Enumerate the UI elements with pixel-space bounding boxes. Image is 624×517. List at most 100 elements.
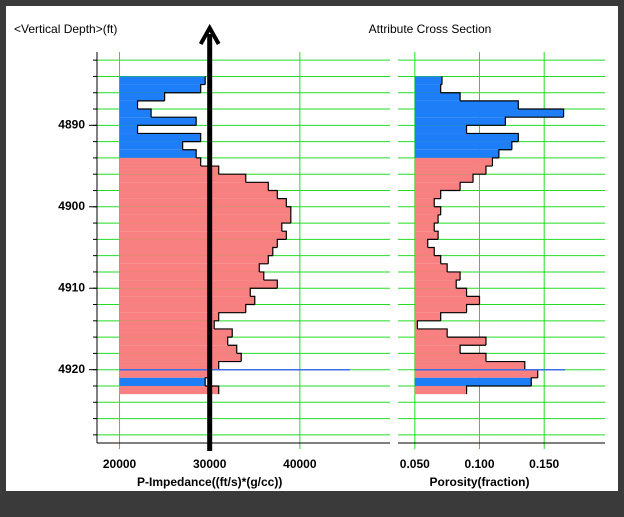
log-fill	[414, 100, 519, 110]
log-curve	[151, 116, 197, 126]
log-fill	[119, 174, 246, 183]
log-curve	[455, 279, 461, 289]
plot-background	[6, 6, 618, 491]
log-curve	[440, 83, 442, 93]
log-curve	[427, 238, 439, 248]
log-curve	[433, 222, 439, 232]
x-axis-title: Porosity(fraction)	[429, 475, 529, 489]
x-tick-label: 40000	[283, 457, 317, 471]
log-fill	[119, 312, 219, 321]
arrow-head	[198, 23, 221, 45]
log-fill	[119, 166, 219, 175]
log-curve	[218, 360, 242, 370]
log-curve	[460, 352, 487, 362]
log-curve	[466, 295, 481, 305]
log-curve	[465, 303, 480, 313]
log-curve	[249, 287, 278, 297]
log-curve	[416, 320, 441, 329]
log-curve	[447, 271, 461, 281]
log-curve	[218, 312, 246, 321]
log-curve	[434, 230, 439, 240]
log-curve	[236, 352, 242, 362]
x-axis-title: P-Impedance((ft/s)*(g/cc))	[137, 475, 282, 489]
x-tick-label: 0.100	[464, 457, 494, 471]
log-fill	[414, 255, 441, 264]
log-fill	[414, 337, 486, 346]
log-curve	[281, 222, 291, 232]
log-curve	[200, 165, 220, 175]
log-curve	[218, 173, 247, 183]
log-curve	[182, 141, 201, 150]
log-fill	[414, 247, 435, 256]
log-fill	[414, 84, 441, 93]
log-fill	[119, 296, 255, 305]
log-fill	[414, 214, 439, 224]
log-curve	[214, 328, 233, 338]
y-tick-label: 4890	[58, 117, 85, 131]
log-fill	[414, 206, 441, 215]
log-curve	[200, 83, 206, 93]
log-fill	[414, 353, 486, 362]
log-fill	[414, 263, 448, 272]
log-curve	[427, 246, 435, 256]
log-fill	[119, 345, 237, 354]
log-curve	[259, 271, 265, 281]
log-fill	[119, 255, 269, 264]
log-fill	[414, 288, 467, 297]
log-curve	[286, 206, 292, 215]
log-fill	[119, 214, 291, 224]
log-curve	[136, 100, 165, 110]
y-tick-label: 4920	[58, 362, 85, 376]
log-fill	[119, 206, 291, 215]
log-fill	[414, 182, 461, 191]
log-fill	[414, 149, 499, 158]
log-curve	[277, 198, 287, 207]
log-curve	[267, 255, 273, 264]
log-fill	[119, 320, 215, 329]
log-fill	[414, 141, 512, 150]
log-fill	[119, 304, 246, 313]
log-fill	[414, 223, 435, 232]
log-curve	[417, 328, 448, 338]
log-fill	[414, 190, 441, 199]
log-curve	[227, 336, 233, 346]
log-curve	[136, 124, 197, 134]
log-fill	[414, 377, 532, 386]
log-curve	[437, 214, 441, 224]
log-curve	[272, 246, 278, 256]
log-curve	[196, 157, 202, 167]
log-fill	[119, 84, 201, 93]
log-fill	[414, 92, 461, 101]
log-fill	[414, 166, 486, 175]
log-curve	[137, 132, 202, 142]
log-fill	[119, 361, 219, 370]
log-fill	[414, 157, 493, 167]
log-fill	[414, 133, 519, 142]
log-curve	[258, 263, 269, 272]
log-curve	[440, 189, 461, 199]
log-fill	[119, 223, 282, 232]
log-curve	[213, 320, 219, 329]
log-curve	[518, 108, 565, 118]
log-fill	[414, 345, 461, 354]
log-fill	[414, 304, 467, 313]
log-curve	[276, 238, 287, 248]
log-fill	[119, 263, 260, 272]
log-fill	[119, 337, 228, 346]
log-fill	[414, 174, 474, 183]
log-fill	[119, 280, 278, 289]
log-fill	[119, 353, 242, 362]
log-fill	[119, 157, 201, 167]
log-curve	[263, 279, 278, 289]
x-tick-label: 20000	[103, 457, 137, 471]
chart-title: Attribute Cross Section	[369, 22, 492, 36]
log-curve	[459, 344, 486, 354]
y-tick-label: 4900	[58, 199, 85, 213]
log-curve	[466, 132, 519, 142]
log-fill	[119, 125, 138, 134]
log-curve	[433, 198, 441, 207]
log-curve	[434, 255, 442, 264]
log-fill	[414, 385, 467, 395]
log-fill	[119, 198, 287, 207]
